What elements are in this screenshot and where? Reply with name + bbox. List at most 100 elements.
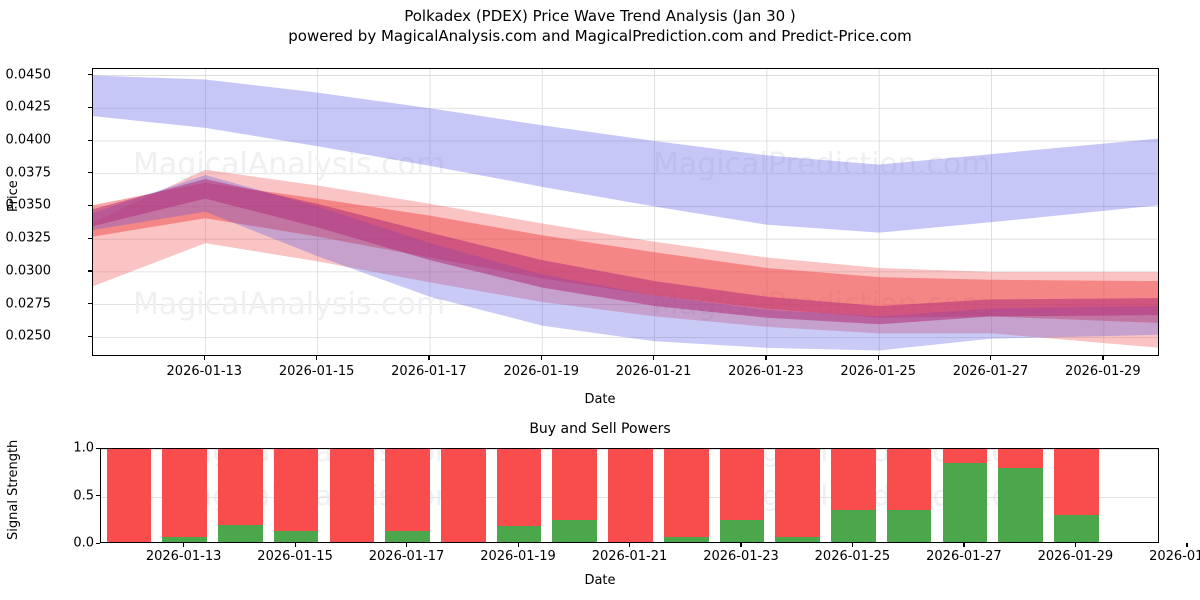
price-bands-svg: MagicalAnalysis.com MagicalPrediction.com… — [93, 69, 1158, 355]
signal-xtick-label: 2026-01-25 — [814, 549, 891, 564]
price-xtick-mark — [428, 356, 430, 360]
signal-bar[interactable] — [385, 449, 430, 542]
signal-bar[interactable] — [329, 449, 375, 542]
svg-text:MagicalPrediction.com: MagicalPrediction.com — [653, 147, 991, 182]
price-ytick-mark — [88, 172, 92, 174]
signal-bar[interactable] — [775, 449, 820, 542]
signal-ytick-mark — [96, 447, 100, 449]
signal-xtick-label: 2026-01-31 — [1149, 549, 1200, 564]
signal-bar[interactable] — [886, 449, 932, 542]
signal-bar[interactable] — [608, 449, 653, 542]
signal-bar[interactable] — [663, 449, 709, 542]
signal-bar[interactable] — [1054, 449, 1099, 542]
signal-bar[interactable] — [273, 449, 319, 542]
buy-power-segment — [719, 520, 765, 542]
signal-xtick-label: 2026-01-21 — [591, 549, 668, 564]
price-xtick-label: 2026-01-29 — [1065, 364, 1141, 379]
buy-power-segment — [162, 537, 207, 542]
price-xtick-mark — [877, 356, 879, 360]
price-ytick-label: 0.0375 — [5, 165, 52, 181]
price-wave-trend-chart: MagicalAnalysis.com MagicalPrediction.com… — [6, 67, 1159, 379]
sell-power-segment — [719, 449, 765, 523]
sell-power-segment — [608, 449, 653, 542]
sell-power-segment — [831, 449, 876, 512]
sell-power-segment — [998, 449, 1043, 470]
price-ytick-mark — [88, 204, 92, 207]
signal-xtick-mark — [963, 543, 965, 547]
price-ytick-mark — [88, 139, 92, 141]
buy-sell-powers-chart: MagicalAnalysis.comMagicalPrediction.com… — [73, 441, 1200, 565]
price-ytick-mark — [88, 74, 92, 76]
sell-power-segment — [218, 449, 263, 527]
signal-xtick-label: 2026-01-23 — [703, 549, 779, 564]
signal-ytick-label: 1.0 — [73, 440, 94, 456]
price-xtick-label: 2026-01-13 — [166, 364, 243, 379]
price-plot-area: MagicalAnalysis.com MagicalPrediction.com… — [92, 68, 1159, 356]
price-ytick-label: 0.0300 — [5, 263, 52, 279]
price-xtick-label: 2026-01-27 — [952, 364, 1029, 379]
sell-power-segment — [329, 449, 375, 542]
price-xtick-mark — [653, 356, 655, 360]
signal-xtick-mark — [851, 543, 854, 547]
signal-ytick-mark — [96, 495, 100, 497]
signal-xtick-label: 2026-01-17 — [368, 549, 445, 564]
sell-power-segment — [106, 449, 152, 542]
signal-xtick-mark — [629, 543, 631, 547]
signal-bar[interactable] — [998, 449, 1043, 542]
signal-bar[interactable] — [831, 449, 876, 542]
signal-xtick-mark — [1186, 543, 1188, 547]
signal-bar[interactable] — [106, 449, 152, 542]
price-ytick-label: 0.0275 — [5, 296, 52, 312]
signal-bar[interactable] — [218, 449, 263, 542]
price-xtick-mark — [540, 356, 542, 360]
signal-xtick-label: 2026-01-29 — [1037, 549, 1114, 564]
price-xtick-label: 2026-01-23 — [728, 364, 804, 379]
signal-bar[interactable] — [162, 449, 207, 542]
signal-axis-x-label: Date — [584, 573, 616, 588]
sell-power-segment — [385, 449, 430, 533]
signal-xtick-mark — [740, 543, 742, 547]
price-ytick-label: 0.0350 — [5, 197, 52, 213]
signal-xtick-label: 2026-01-15 — [257, 549, 333, 564]
price-xtick-label: 2026-01-25 — [840, 364, 916, 379]
price-ytick-label: 0.0250 — [5, 328, 52, 344]
sell-power-segment — [942, 449, 988, 466]
price-ytick-label: 0.0450 — [5, 67, 52, 83]
price-ytick-label: 0.0400 — [5, 132, 52, 148]
signal-xtick-mark — [294, 543, 296, 547]
signal-xtick-mark — [1074, 543, 1077, 547]
price-xtick-mark — [1102, 356, 1104, 360]
signal-bar[interactable] — [719, 449, 765, 542]
signal-bar[interactable] — [440, 449, 486, 542]
price-band-core-trend-band — [93, 178, 1158, 325]
signal-xtick-label: 2026-01-19 — [480, 549, 556, 564]
buy-power-segment — [496, 525, 542, 542]
signal-xtick-mark — [517, 543, 519, 547]
sell-power-segment — [886, 449, 932, 512]
buy-power-segment — [942, 463, 988, 542]
signal-bar-series — [101, 449, 1158, 542]
buy-power-segment — [218, 524, 263, 542]
price-xtick-label: 2026-01-21 — [615, 364, 692, 379]
price-band-red-outer-band — [93, 169, 1158, 348]
svg-text:MagicalAnalysis.com: MagicalAnalysis.com — [133, 147, 445, 182]
price-ytick-label: 0.0425 — [5, 99, 52, 115]
price-xtick-mark — [990, 356, 992, 360]
buy-power-segment — [663, 537, 709, 542]
price-axis-x-label: Date — [584, 392, 616, 407]
buy-power-segment — [273, 530, 319, 542]
chart-title-block: Polkadex (PDEX) Price Wave Trend Analysi… — [0, 6, 1200, 47]
sell-power-segment — [273, 449, 319, 533]
signal-bar[interactable] — [552, 449, 598, 542]
signal-xtick-label: 2026-01-13 — [145, 549, 222, 564]
price-xtick-mark — [203, 356, 205, 360]
sell-power-segment — [663, 449, 709, 540]
signal-ytick-label: 0.5 — [73, 488, 94, 503]
sell-power-segment — [1054, 449, 1099, 518]
buy-power-segment — [998, 467, 1043, 542]
buy-power-segment — [831, 509, 876, 542]
signal-bar[interactable] — [942, 449, 988, 542]
signal-plot-area: MagicalAnalysis.comMagicalPrediction.com… — [100, 448, 1159, 543]
price-xtick-mark — [765, 356, 767, 360]
signal-bar[interactable] — [496, 449, 542, 542]
